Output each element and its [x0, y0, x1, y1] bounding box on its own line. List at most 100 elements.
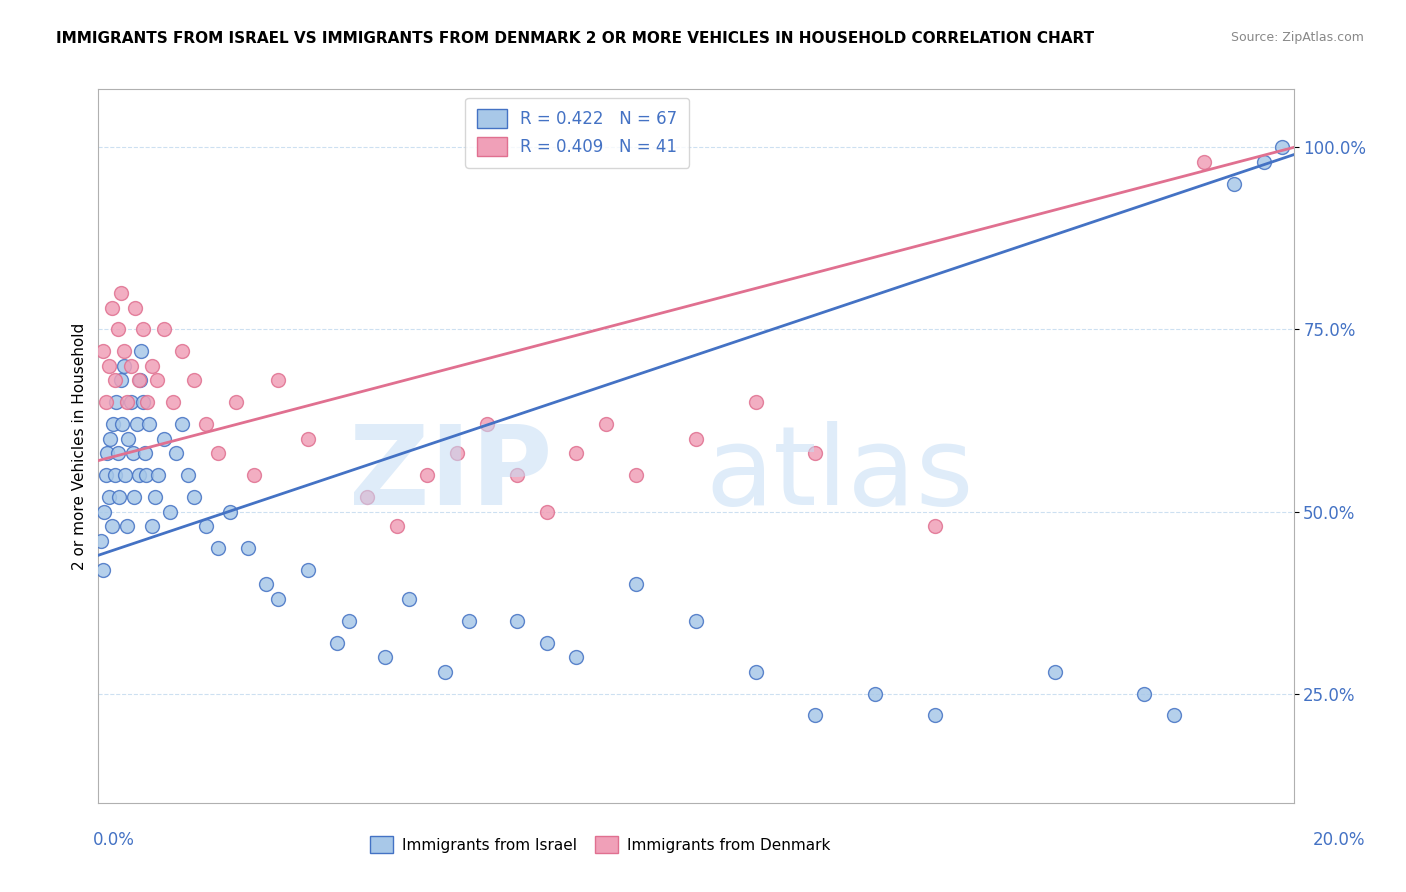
Point [159, 504, 181, 518]
Point [98, 432, 122, 446]
Point [107, 322, 129, 336]
Point [195, 417, 218, 432]
Point [132, 322, 155, 336]
Point [146, 374, 169, 388]
Point [131, 344, 153, 359]
Point [91, 563, 114, 577]
Point [416, 468, 439, 483]
Point [172, 417, 194, 432]
Point [374, 650, 396, 665]
Text: atlas: atlas [706, 421, 973, 528]
Point [94, 395, 117, 409]
Point [105, 395, 128, 409]
Point [339, 614, 361, 628]
Text: ZIP: ZIP [349, 421, 553, 528]
Point [127, 417, 149, 432]
Point [1133, 687, 1156, 701]
Point [124, 301, 146, 315]
Point [1192, 155, 1215, 169]
Point [297, 432, 319, 446]
Point [225, 395, 247, 409]
Point [153, 432, 176, 446]
Legend: Immigrants from Israel, Immigrants from Denmark: Immigrants from Israel, Immigrants from … [364, 830, 837, 859]
Point [104, 468, 127, 483]
Point [148, 468, 170, 483]
Point [111, 417, 134, 432]
Point [141, 519, 163, 533]
Point [595, 417, 617, 432]
Point [162, 395, 184, 409]
Point [98, 490, 121, 504]
Point [219, 504, 242, 518]
Point [90, 533, 112, 548]
Point [100, 301, 122, 315]
Point [475, 417, 498, 432]
Point [536, 504, 558, 518]
Point [446, 446, 468, 460]
Point [153, 322, 176, 336]
Point [134, 446, 156, 460]
Text: Source: ZipAtlas.com: Source: ZipAtlas.com [1230, 31, 1364, 45]
Point [685, 614, 707, 628]
Point [267, 374, 290, 388]
Text: IMMIGRANTS FROM ISRAEL VS IMMIGRANTS FROM DENMARK 2 OR MORE VEHICLES IN HOUSEHOL: IMMIGRANTS FROM ISRAEL VS IMMIGRANTS FRO… [56, 31, 1094, 46]
Point [172, 344, 194, 359]
Point [143, 490, 166, 504]
Point [195, 519, 218, 533]
Point [115, 395, 138, 409]
Point [536, 635, 558, 649]
Point [93, 504, 115, 518]
Point [626, 468, 648, 483]
Point [745, 395, 768, 409]
Point [297, 563, 319, 577]
Point [98, 359, 121, 373]
Point [108, 490, 131, 504]
Point [100, 519, 122, 533]
Text: 20.0%: 20.0% [1313, 831, 1365, 849]
Point [398, 591, 420, 606]
Point [804, 446, 827, 460]
Point [236, 541, 259, 555]
Point [865, 687, 887, 701]
Point [685, 432, 707, 446]
Point [506, 468, 529, 483]
Y-axis label: 2 or more Vehicles in Household: 2 or more Vehicles in Household [72, 322, 87, 570]
Point [117, 432, 139, 446]
Point [506, 614, 529, 628]
Point [128, 468, 150, 483]
Point [96, 446, 118, 460]
Point [110, 374, 132, 388]
Point [115, 519, 138, 533]
Point [120, 359, 142, 373]
Point [565, 650, 588, 665]
Point [1253, 155, 1275, 169]
Point [1223, 177, 1246, 191]
Point [924, 708, 946, 723]
Point [141, 359, 163, 373]
Point [183, 490, 205, 504]
Point [243, 468, 266, 483]
Point [112, 344, 135, 359]
Point [135, 468, 157, 483]
Text: 0.0%: 0.0% [93, 831, 135, 849]
Point [129, 374, 152, 388]
Point [122, 446, 145, 460]
Point [104, 374, 127, 388]
Point [165, 446, 187, 460]
Point [207, 446, 229, 460]
Point [254, 577, 277, 591]
Point [434, 665, 457, 679]
Point [1043, 665, 1066, 679]
Point [458, 614, 481, 628]
Point [626, 577, 648, 591]
Point [745, 665, 768, 679]
Point [138, 417, 160, 432]
Point [1163, 708, 1185, 723]
Point [177, 468, 200, 483]
Point [128, 374, 150, 388]
Point [804, 708, 827, 723]
Point [565, 446, 588, 460]
Point [94, 468, 117, 483]
Point [112, 359, 135, 373]
Point [183, 374, 205, 388]
